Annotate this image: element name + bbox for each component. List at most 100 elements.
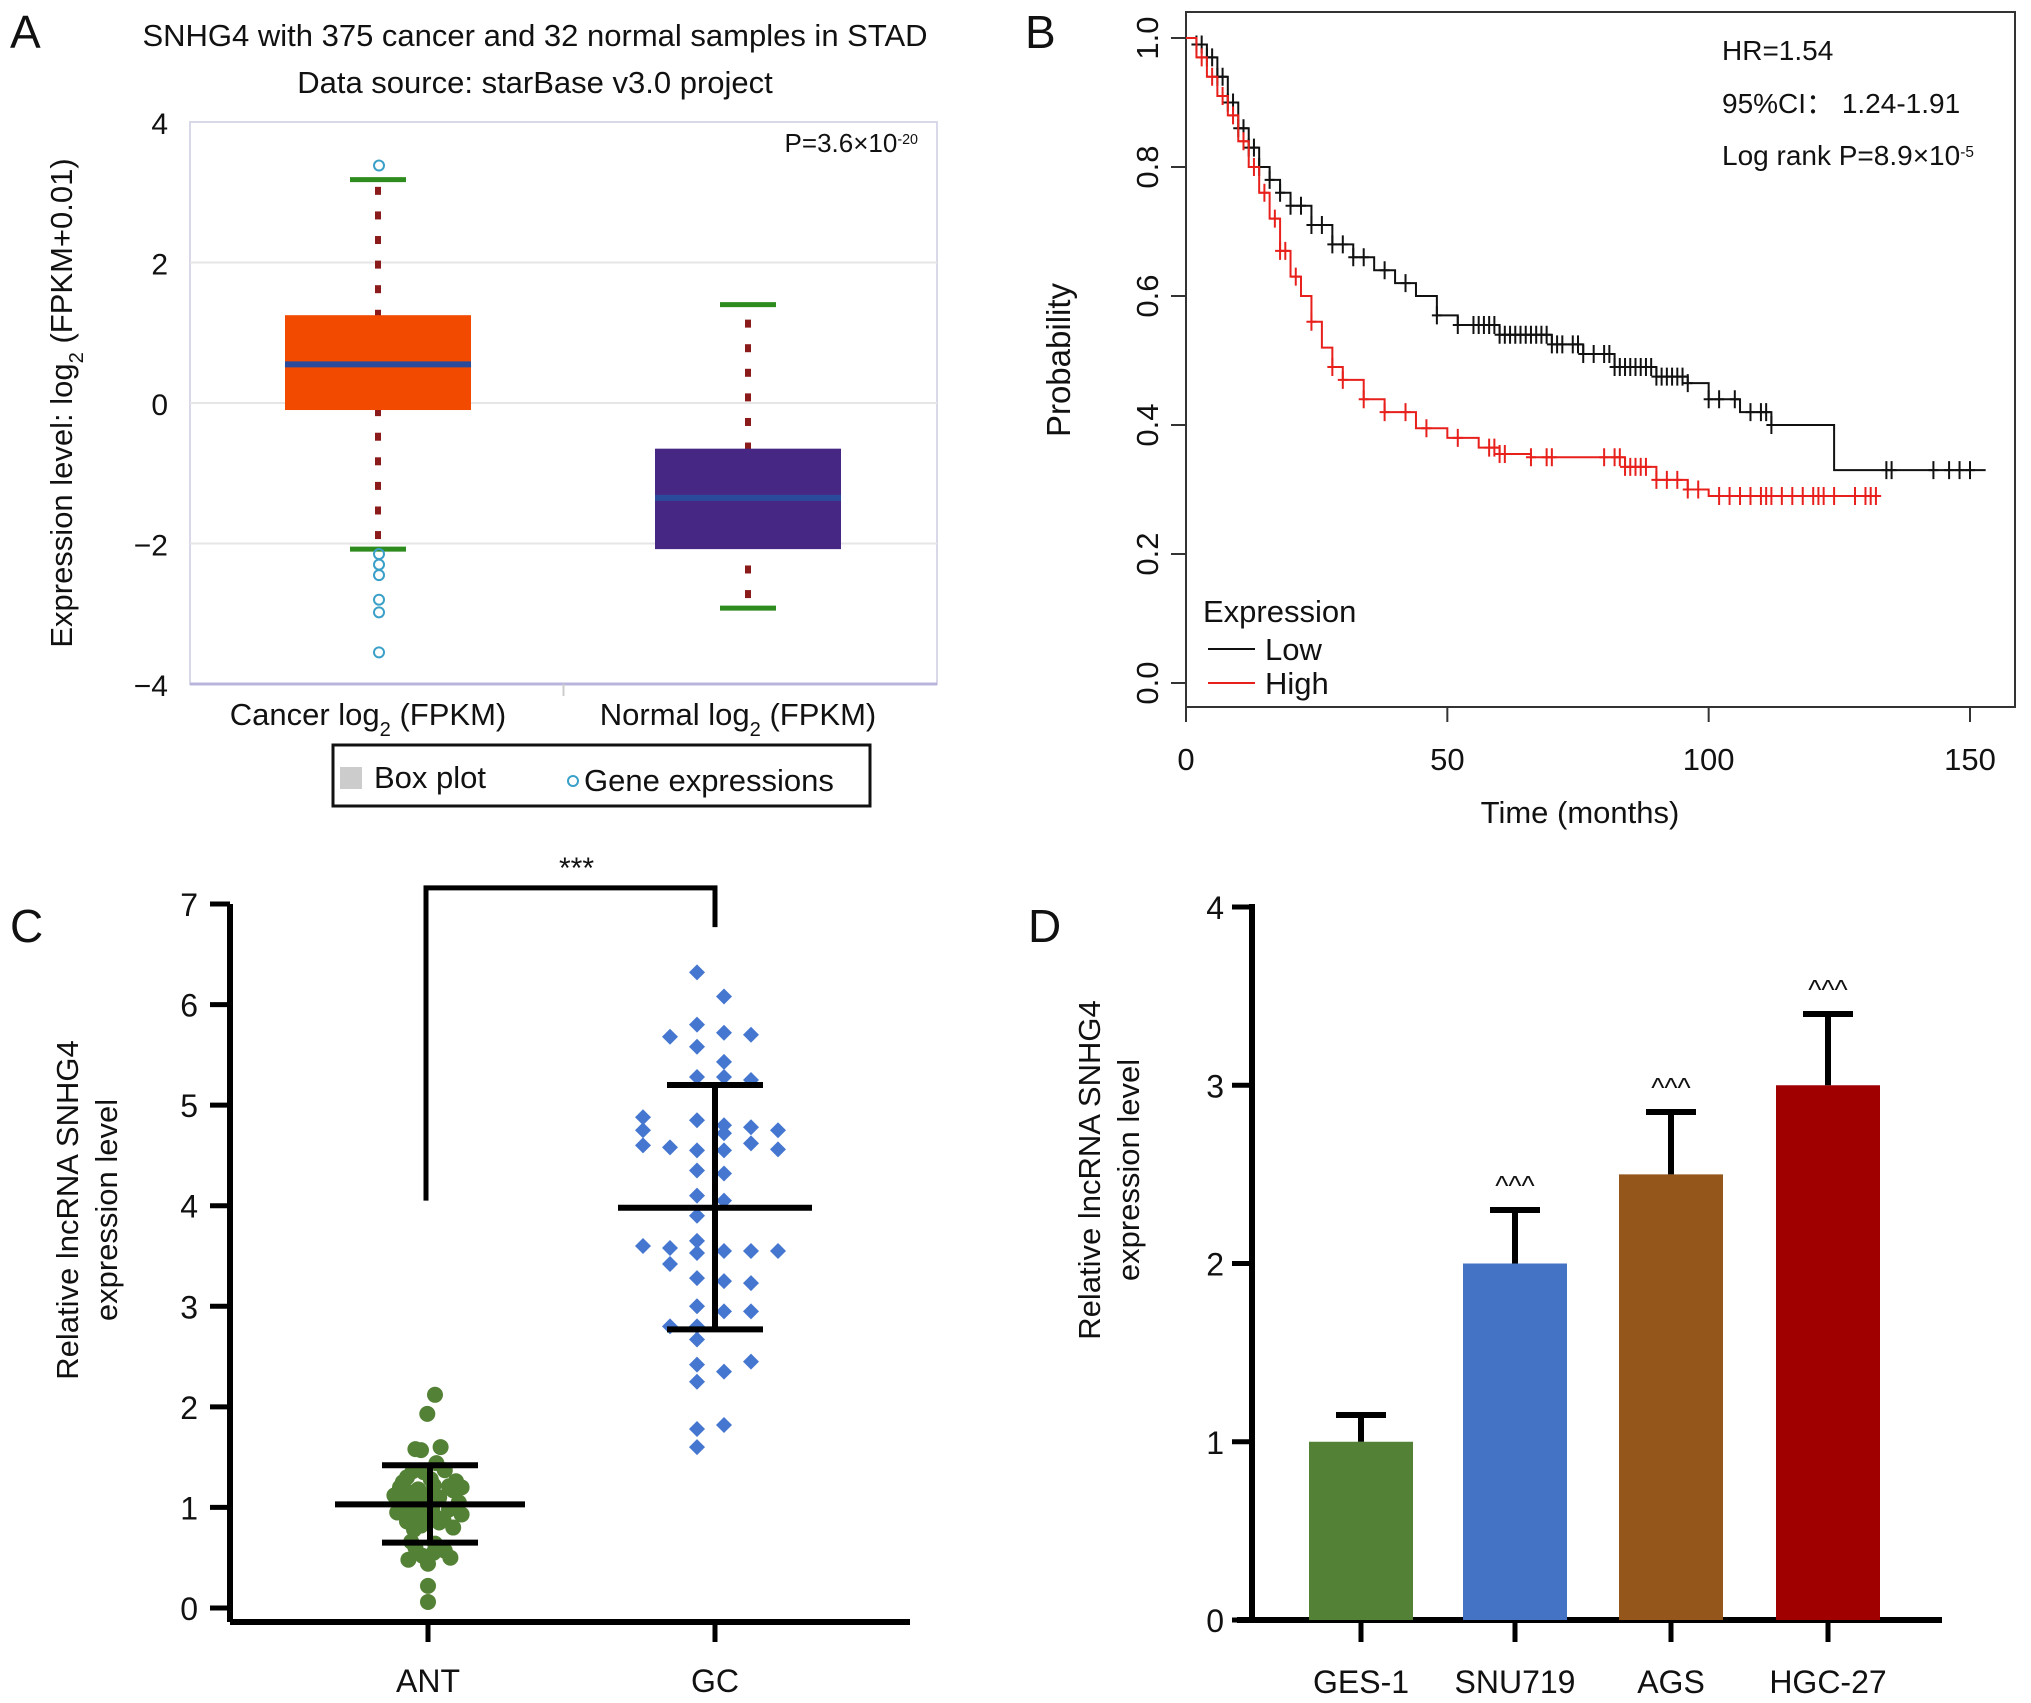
outlier-point bbox=[373, 569, 385, 582]
censor-mark bbox=[1714, 390, 1725, 409]
whisker-dot bbox=[375, 236, 381, 245]
data-point-ant bbox=[431, 1489, 448, 1506]
panel-label-b: B bbox=[1025, 6, 1056, 58]
data-point-gc bbox=[716, 1125, 732, 1142]
censor-mark bbox=[1337, 235, 1348, 254]
censor-mark bbox=[1599, 448, 1610, 467]
survival-curve-high bbox=[1186, 37, 1882, 497]
bar-ags bbox=[1619, 1174, 1723, 1620]
censor-mark bbox=[1944, 461, 1955, 480]
bar-snu719 bbox=[1463, 1263, 1567, 1620]
y-axis-label: Expression level: log2 (FPKM+0.01) bbox=[44, 158, 88, 647]
data-point-gc bbox=[662, 1239, 678, 1256]
censor-mark bbox=[1499, 445, 1510, 464]
censor-mark bbox=[1714, 486, 1725, 505]
censor-mark bbox=[1358, 390, 1369, 409]
data-point-gc bbox=[689, 1356, 705, 1373]
data-point-gc bbox=[662, 1256, 678, 1273]
censor-mark bbox=[1379, 403, 1390, 422]
significance-label: ^^^ bbox=[1651, 1072, 1690, 1103]
y-tick-label: 2 bbox=[151, 249, 168, 282]
y-tick-label: 0.2 bbox=[1130, 532, 1165, 575]
censor-mark bbox=[1316, 216, 1327, 235]
data-point-ant bbox=[420, 1593, 436, 1610]
x-tick-label: 150 bbox=[1944, 742, 1996, 777]
y-tick-label: 4 bbox=[1206, 890, 1224, 926]
panel-label-a: A bbox=[10, 6, 41, 58]
censor-mark bbox=[1693, 480, 1704, 499]
y-tick-label: 5 bbox=[180, 1088, 198, 1124]
whisker-dot bbox=[745, 344, 751, 353]
data-point-gc bbox=[743, 1303, 759, 1320]
data-point-ant bbox=[406, 1521, 422, 1538]
data-point-gc bbox=[716, 1068, 732, 1085]
y-tick-label: 3 bbox=[180, 1289, 198, 1325]
data-point-gc bbox=[689, 1068, 705, 1085]
outlier-point bbox=[373, 593, 385, 606]
panel-label-d: D bbox=[1028, 900, 1061, 952]
x-tick-label: Cancer log2 (FPKM) bbox=[230, 697, 507, 741]
censor-mark bbox=[1724, 486, 1735, 505]
y-tick-label: 4 bbox=[180, 1189, 198, 1225]
censor-mark bbox=[1735, 486, 1746, 505]
data-point-gc bbox=[689, 1187, 705, 1204]
y-tick-label: 0 bbox=[151, 389, 168, 422]
censor-mark bbox=[1400, 403, 1411, 422]
data-point-ant bbox=[420, 1555, 436, 1572]
whisker-dot bbox=[375, 432, 381, 441]
hr-annotation: HR=1.54 bbox=[1722, 35, 1833, 66]
censor-mark bbox=[1280, 241, 1291, 260]
x-tick-label: 100 bbox=[1683, 742, 1735, 777]
censor-mark bbox=[1745, 486, 1756, 505]
whisker-dot bbox=[745, 393, 751, 402]
data-point-gc bbox=[716, 1192, 732, 1209]
bar-hgc-27 bbox=[1776, 1085, 1880, 1620]
censor-mark bbox=[1431, 306, 1442, 325]
censor-mark bbox=[1829, 486, 1840, 505]
whisker-dot bbox=[375, 285, 381, 294]
y-tick-label: 2 bbox=[180, 1390, 198, 1426]
data-point-gc bbox=[770, 1141, 786, 1158]
y-tick-label: −2 bbox=[134, 530, 168, 563]
censor-mark bbox=[1682, 480, 1693, 499]
x-tick-label: AGS bbox=[1637, 1664, 1705, 1700]
censor-mark bbox=[1787, 486, 1798, 505]
censor-mark bbox=[1337, 370, 1348, 389]
data-point-gc bbox=[635, 1137, 651, 1154]
data-point-gc bbox=[635, 1122, 651, 1139]
censor-mark bbox=[1306, 216, 1317, 235]
whisker-dot bbox=[745, 590, 751, 599]
censor-mark bbox=[1207, 48, 1218, 67]
censor-mark bbox=[1196, 48, 1207, 67]
censor-mark bbox=[1557, 335, 1568, 354]
data-point-gc bbox=[689, 1232, 705, 1249]
y-tick-label: −4 bbox=[134, 670, 168, 703]
x-axis-label: Time (months) bbox=[1481, 795, 1680, 830]
censor-mark bbox=[1661, 470, 1672, 489]
data-point-ant bbox=[442, 1549, 459, 1566]
data-point-ant bbox=[427, 1386, 443, 1403]
censor-mark bbox=[1207, 67, 1218, 86]
outlier-point bbox=[373, 646, 385, 659]
data-point-gc bbox=[716, 1117, 732, 1134]
data-point-gc bbox=[716, 1363, 732, 1380]
data-point-gc bbox=[689, 1162, 705, 1179]
data-point-gc bbox=[635, 1109, 651, 1126]
censor-mark bbox=[1651, 470, 1662, 489]
x-tick-label: SNU719 bbox=[1455, 1664, 1576, 1700]
whisker-dot bbox=[745, 319, 751, 328]
y-tick-label: 0 bbox=[1206, 1603, 1224, 1639]
significance-label: ^^^ bbox=[1495, 1170, 1534, 1201]
censor-mark bbox=[1269, 209, 1280, 228]
outlier-point bbox=[373, 159, 385, 172]
panel-c-dotplot: 0 1 2 3 4 5 6 7 Relative lncRNA SNHG4 expression … bbox=[50, 852, 910, 1699]
p-value-annotation: P=3.6×10-20 bbox=[785, 128, 918, 158]
censor-mark bbox=[1682, 374, 1693, 393]
legend-swatch-dot bbox=[567, 775, 579, 787]
y-tick-label: 2 bbox=[1206, 1247, 1224, 1283]
data-point-gc bbox=[743, 1026, 759, 1043]
censor-mark bbox=[1672, 470, 1683, 489]
data-point-gc bbox=[662, 1139, 678, 1156]
data-point-gc bbox=[770, 1242, 786, 1259]
censor-mark bbox=[1452, 316, 1463, 335]
